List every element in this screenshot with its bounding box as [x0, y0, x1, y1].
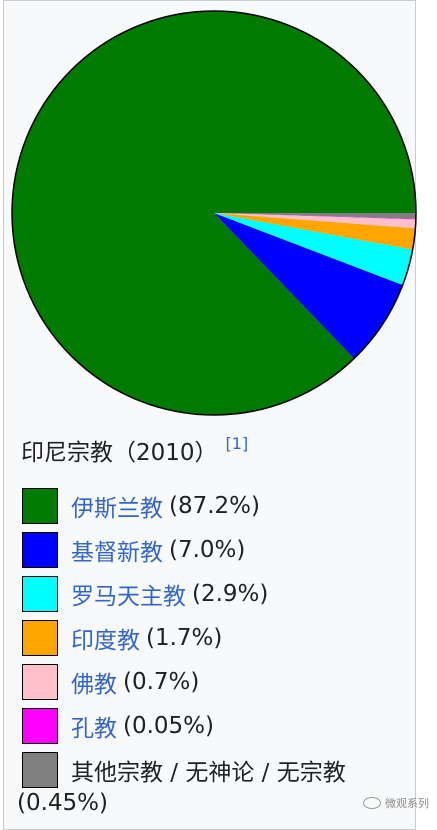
legend-item: 孔教(0.05%) — [22, 704, 412, 748]
legend-swatch — [22, 752, 58, 788]
reference-link[interactable]: [1] — [226, 434, 249, 453]
legend-swatch — [22, 664, 58, 700]
legend-swatch — [22, 488, 58, 524]
legend-percent: (87.2%) — [169, 493, 260, 519]
legend-label: 其他宗教 / 无神论 / 无宗教 — [71, 753, 346, 787]
wechat-icon — [363, 797, 381, 809]
legend-swatch — [22, 708, 58, 744]
legend-percent: (0.05%) — [123, 713, 214, 739]
chart-title: 印尼宗教（2010） — [21, 440, 218, 466]
legend-swatch — [22, 620, 58, 656]
watermark: 微观系列 — [363, 795, 429, 811]
legend: 伊斯兰教(87.2%)基督新教(7.0%)罗马天主教(2.9%)印度教(1.7%… — [22, 484, 412, 792]
legend-swatch — [22, 576, 58, 612]
legend-percent: (7.0%) — [169, 537, 245, 563]
pie-chart — [4, 1, 437, 431]
legend-item: 印度教(1.7%) — [22, 616, 412, 660]
legend-link[interactable]: 基督新教 — [71, 533, 163, 567]
legend-link[interactable]: 孔教 — [71, 709, 117, 743]
chart-caption: 印尼宗教（2010） [1] — [21, 433, 248, 467]
legend-link[interactable]: 印度教 — [71, 621, 140, 655]
legend-percent: (2.9%) — [192, 581, 268, 607]
legend-percent: (1.7%) — [146, 625, 222, 651]
legend-link[interactable]: 罗马天主教 — [71, 577, 186, 611]
legend-item: 罗马天主教(2.9%) — [22, 572, 412, 616]
watermark-text: 微观系列 — [385, 795, 429, 811]
legend-item: 佛教(0.7%) — [22, 660, 412, 704]
legend-item: 基督新教(7.0%) — [22, 528, 412, 572]
legend-link[interactable]: 佛教 — [71, 665, 117, 699]
infobox: 印尼宗教（2010）[1] 伊斯兰教(87.2%)基督新教(7.0%)罗马天主教… — [3, 0, 416, 830]
legend-percent: (0.7%) — [123, 669, 199, 695]
legend-percent: (0.45%) — [17, 790, 108, 816]
legend-item: 伊斯兰教(87.2%) — [22, 484, 412, 528]
legend-swatch — [22, 532, 58, 568]
legend-item: 其他宗教 / 无神论 / 无宗教 — [22, 748, 412, 792]
legend-link[interactable]: 伊斯兰教 — [71, 489, 163, 523]
